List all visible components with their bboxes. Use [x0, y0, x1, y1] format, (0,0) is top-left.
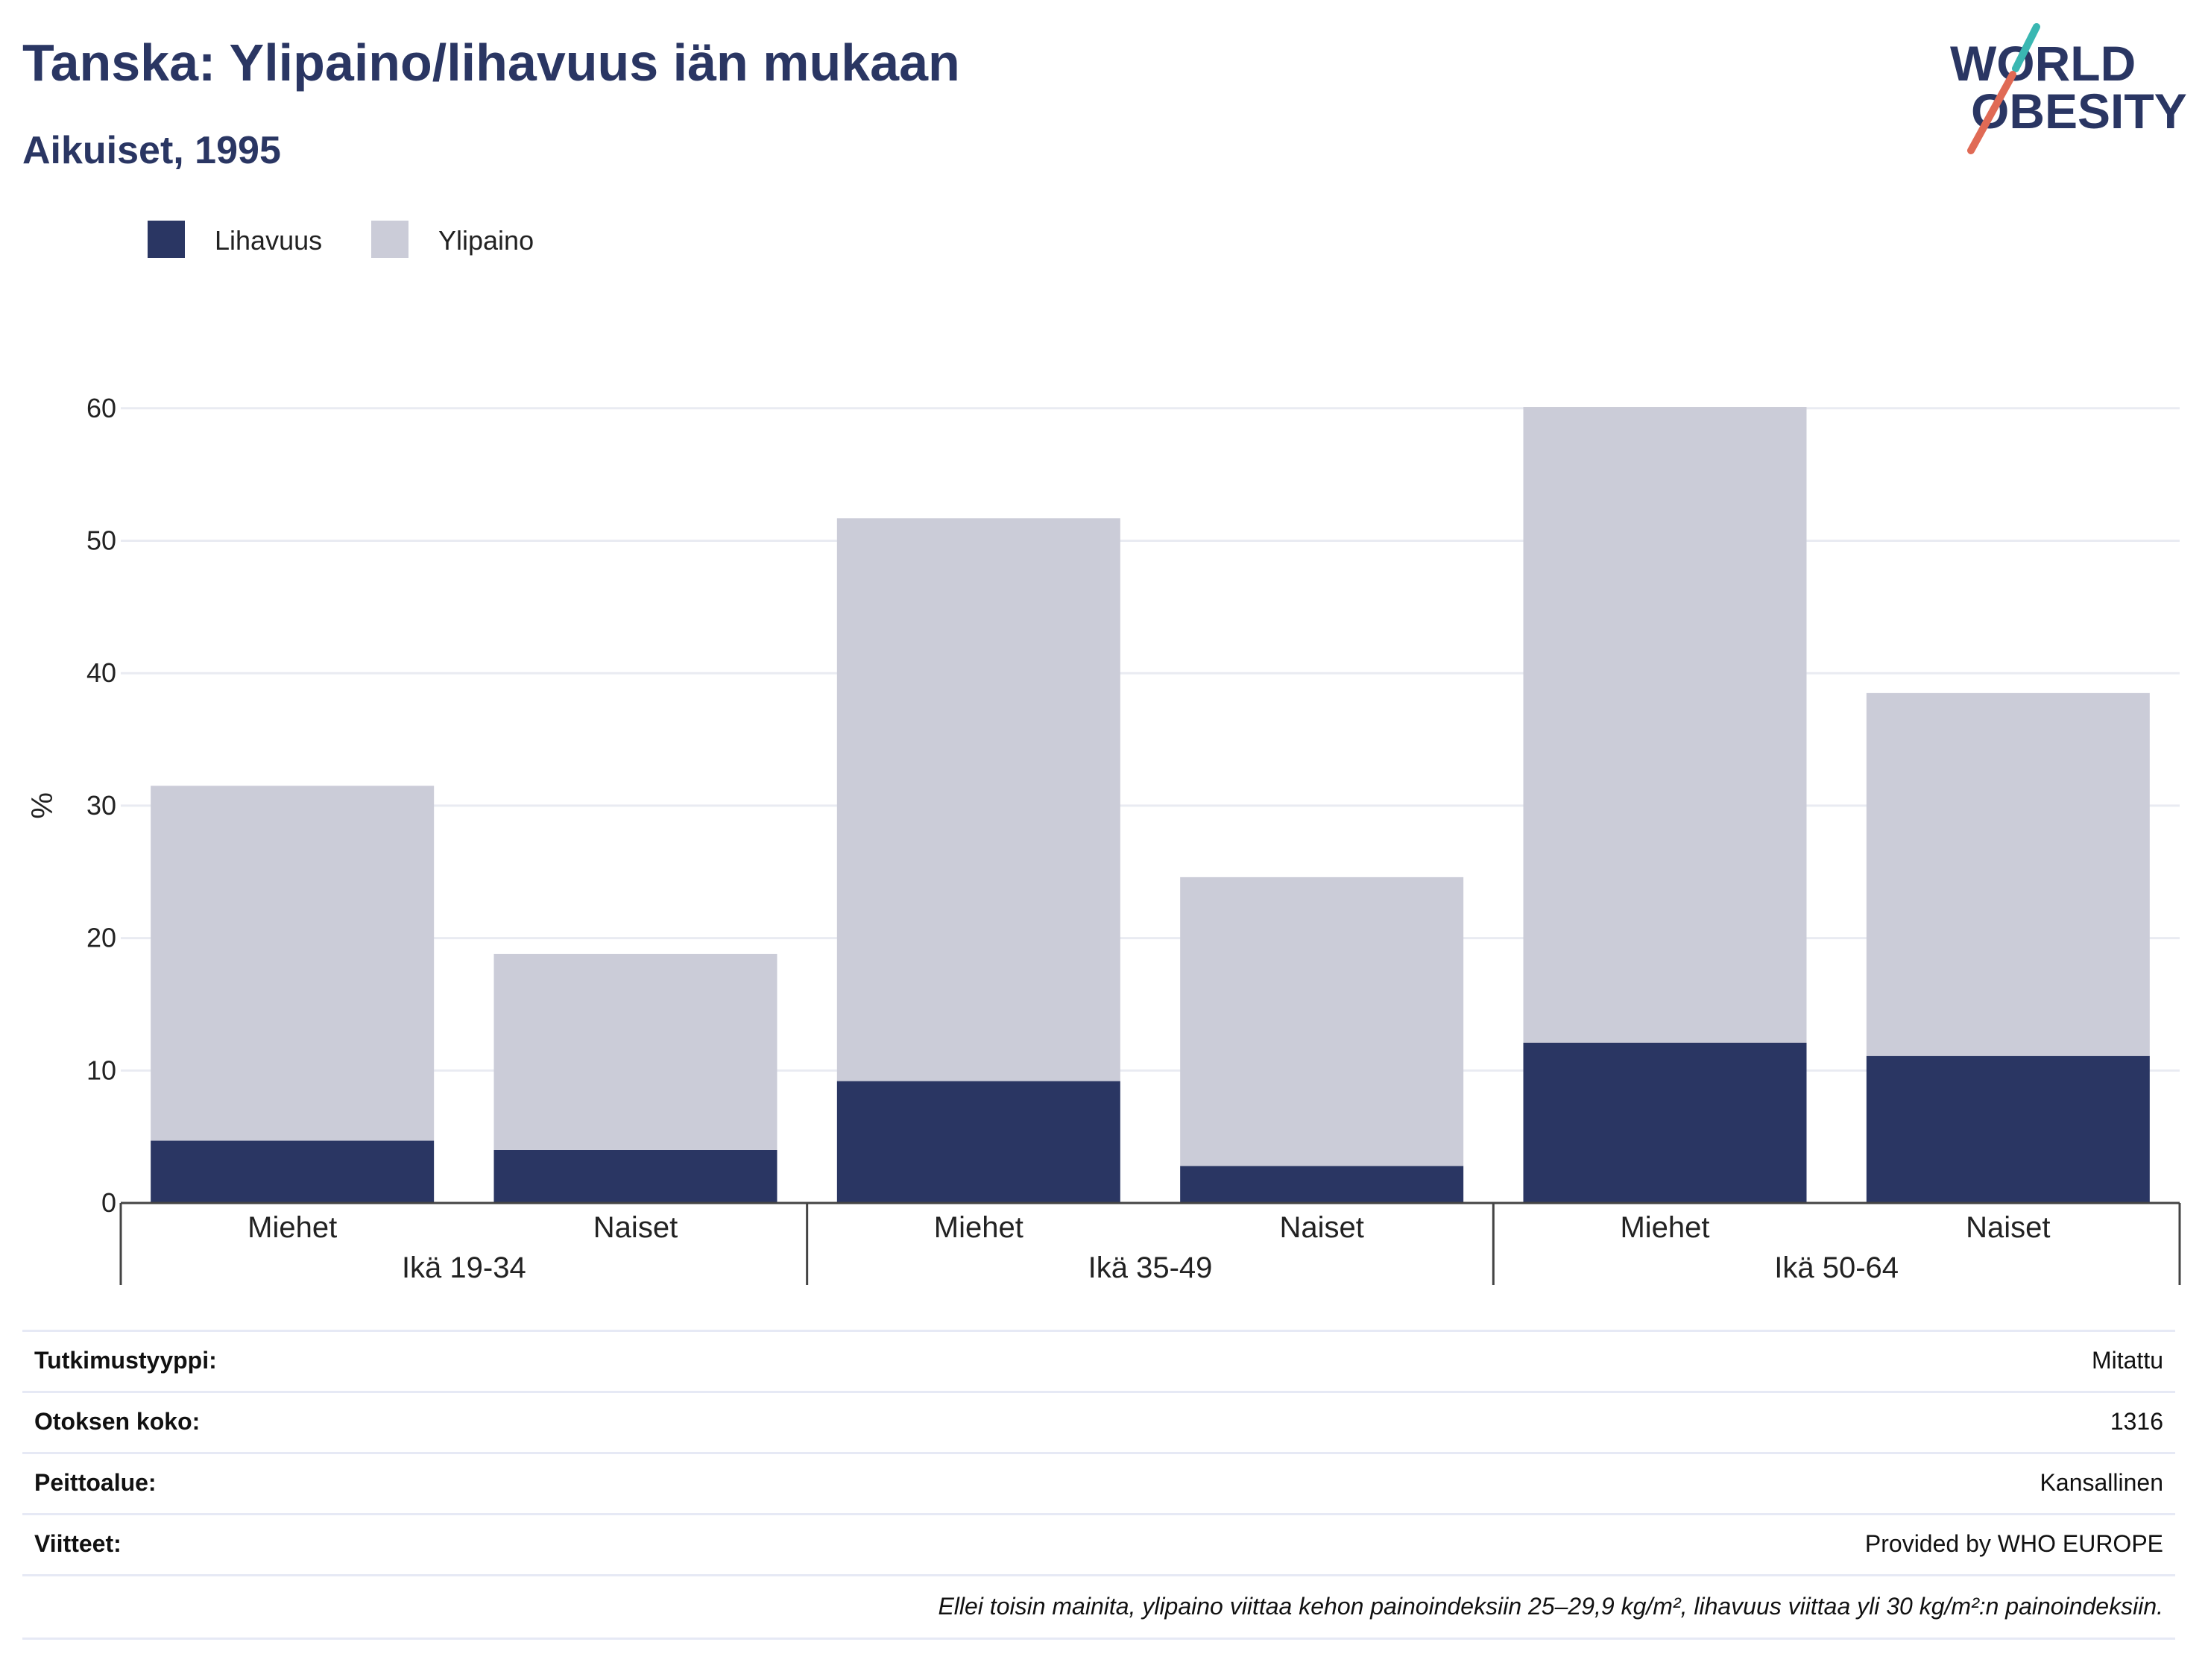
meta-row-coverage: Peittoalue: Kansallinen — [22, 1452, 2175, 1515]
meta-value: 1316 — [2110, 1408, 2163, 1435]
meta-key: Otoksen koko: — [34, 1408, 201, 1435]
bar-overweight — [1180, 877, 1464, 1166]
legend-label-obesity: Lihavuus — [215, 225, 323, 256]
y-tick-label: 40 — [86, 657, 116, 688]
bar-obesity — [151, 1140, 435, 1203]
y-tick-label: 20 — [86, 923, 116, 953]
chart-title: Tanska: Ylipaino/lihavuus iän mukaan — [22, 34, 960, 92]
group-label: Ikä 35-49 — [1088, 1251, 1213, 1284]
meta-value: Provided by WHO EUROPE — [1864, 1530, 2163, 1557]
meta-key: Tutkimustyyppi: — [34, 1347, 217, 1374]
x-tick-label: Naiset — [1279, 1211, 1363, 1244]
meta-value: Kansallinen — [2040, 1469, 2163, 1496]
bar-chart: 0 10 20 30 40 50 60% Miehet Naiset Miehet Naiset Mi… — [26, 393, 2181, 1285]
bar-obesity — [836, 1081, 1120, 1203]
x-tick-label: Naiset — [1966, 1211, 2050, 1244]
bar-obesity — [493, 1149, 777, 1203]
meta-value: Mitattu — [2091, 1347, 2163, 1374]
logo-slash-coral — [1967, 71, 2016, 154]
y-axis-label: % — [26, 792, 59, 819]
group-label: Ikä 19-34 — [402, 1251, 526, 1284]
meta-row-sample-size: Otoksen koko: 1316 — [22, 1391, 2175, 1454]
bar-overweight — [1866, 692, 2150, 1056]
meta-key: Peittoalue: — [34, 1469, 157, 1496]
meta-key: Viitteet: — [34, 1530, 122, 1557]
meta-row-footnote: Ellei toisin mainita, ylipaino viittaa k… — [22, 1574, 2175, 1640]
y-tick-label: 0 — [101, 1187, 116, 1218]
group-label: Ikä 50-64 — [1774, 1251, 1899, 1284]
bar-overweight — [493, 953, 777, 1150]
footnote: Ellei toisin mainita, ylipaino viittaa k… — [938, 1593, 2163, 1620]
y-tick-label: 60 — [86, 393, 116, 423]
y-tick-label: 50 — [86, 525, 116, 556]
y-tick-label: 10 — [86, 1055, 116, 1085]
bar-obesity — [1866, 1055, 2150, 1203]
legend-swatch-obesity — [148, 221, 185, 258]
chart-subtitle: Aikuiset, 1995 — [22, 129, 281, 172]
y-tick-label: 30 — [86, 790, 116, 821]
bar-overweight — [836, 518, 1120, 1081]
logo-line1: WORLD — [1950, 36, 2136, 91]
meta-row-references: Viitteet: Provided by WHO EUROPE — [22, 1513, 2175, 1576]
logo-slash-teal — [2012, 23, 2040, 72]
legend-swatch-overweight — [371, 221, 408, 258]
bar-overweight — [1523, 407, 1807, 1043]
x-tick-label: Miehet — [1620, 1211, 1709, 1244]
meta-row-study-type: Tutkimustyyppi: Mitattu — [22, 1330, 2175, 1393]
bar-overweight — [151, 786, 435, 1141]
legend-label-overweight: Ylipaino — [438, 225, 534, 256]
bar-obesity — [1523, 1042, 1807, 1203]
world-obesity-logo: WORLD OBESITY — [1950, 23, 2187, 154]
x-tick-label: Naiset — [593, 1211, 678, 1244]
x-tick-label: Miehet — [934, 1211, 1023, 1244]
x-tick-label: Miehet — [247, 1211, 337, 1244]
bar-obesity — [1180, 1166, 1464, 1203]
